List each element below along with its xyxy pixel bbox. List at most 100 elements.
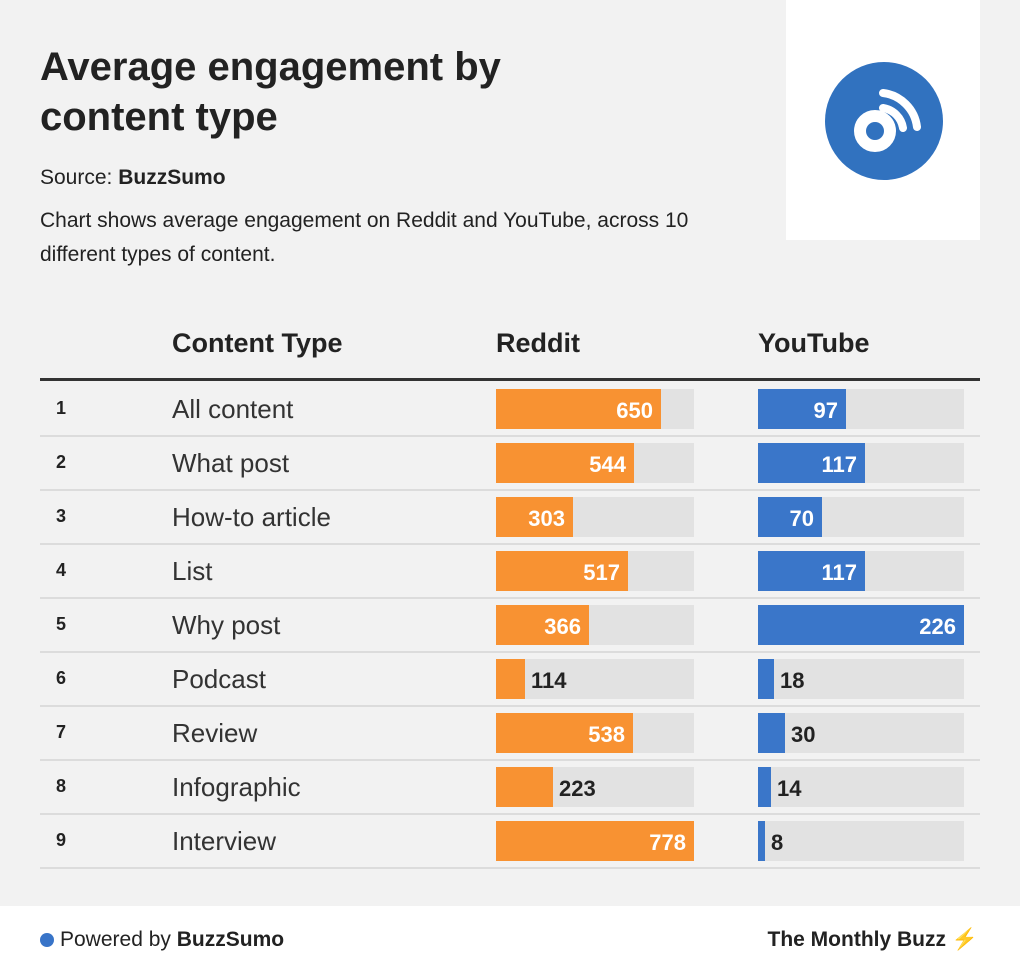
reddit-bar — [496, 389, 661, 429]
logo-box — [786, 0, 980, 240]
youtube-value: 14 — [777, 776, 802, 801]
row-rank: 3 — [56, 506, 67, 526]
reddit-value: 223 — [559, 776, 596, 801]
row-rank: 5 — [56, 614, 67, 634]
reddit-bar — [496, 443, 634, 483]
table-row: 6 Podcast 114 18 — [40, 652, 980, 707]
reddit-value: 517 — [583, 560, 620, 585]
youtube-value: 18 — [780, 668, 805, 693]
youtube-value: 226 — [919, 614, 956, 639]
powered-label: Powered by — [60, 928, 171, 951]
youtube-bar — [758, 713, 785, 753]
header-divider — [40, 378, 980, 381]
reddit-bar-track: 114 — [496, 659, 694, 699]
youtube-bar-track: 14 — [758, 767, 964, 807]
reddit-bar-track: 303 — [496, 497, 694, 537]
youtube-bar-track: 117 — [758, 443, 964, 483]
table-row: 7 Review 538 30 — [40, 706, 980, 761]
powered-by: Powered by BuzzSumo — [40, 928, 284, 952]
row-rank: 7 — [56, 722, 67, 742]
row-content-type: Podcast — [172, 664, 266, 694]
reddit-value: 650 — [616, 398, 653, 423]
youtube-bar — [758, 821, 765, 861]
reddit-bar-track: 366 — [496, 605, 694, 645]
row-rank: 4 — [56, 560, 67, 580]
source-line: Source: BuzzSumo — [40, 166, 226, 190]
youtube-bar-track: 97 — [758, 389, 964, 429]
reddit-bar-track: 538 — [496, 713, 694, 753]
reddit-value: 538 — [588, 722, 625, 747]
col-header-content-type: Content Type — [172, 328, 343, 358]
footer: Powered by BuzzSumo The Monthly Buzz ⚡ — [0, 906, 1020, 974]
chart-description: Chart shows average engagement on Reddit… — [40, 209, 689, 266]
reddit-bar-track: 223 — [496, 767, 694, 807]
reddit-value: 544 — [589, 452, 626, 477]
table-row: 8 Infographic 223 14 — [40, 760, 980, 815]
table-row: 5 Why post 366 226 — [40, 598, 980, 653]
table-row: 2 What post 544 117 — [40, 436, 980, 491]
reddit-value: 303 — [528, 506, 565, 531]
col-header-youtube: YouTube — [758, 328, 870, 358]
reddit-bar-track: 544 — [496, 443, 694, 483]
reddit-bar-track: 778 — [496, 821, 694, 861]
powered-name: BuzzSumo — [176, 928, 285, 951]
table-row: 3 How-to article 303 70 — [40, 490, 980, 545]
chart-title: Average engagement by content type — [40, 45, 501, 139]
youtube-bar — [758, 497, 822, 537]
row-rank: 8 — [56, 776, 67, 796]
row-rank: 2 — [56, 452, 67, 472]
reddit-bar — [496, 497, 573, 537]
youtube-bar — [758, 551, 865, 591]
reddit-bar — [496, 551, 628, 591]
youtube-bar — [758, 767, 771, 807]
youtube-bar-track: 30 — [758, 713, 964, 753]
youtube-value: 8 — [771, 830, 784, 855]
brand-name: The Monthly Buzz — [767, 928, 946, 951]
lightning-icon: ⚡ — [951, 928, 978, 951]
table-row: 1 All content 650 97 — [40, 382, 980, 437]
youtube-bar — [758, 659, 774, 699]
youtube-value: 117 — [821, 560, 858, 585]
youtube-value: 70 — [789, 506, 814, 531]
source-label: Source: — [40, 166, 113, 189]
youtube-value: 117 — [821, 452, 858, 477]
reddit-bar — [496, 767, 553, 807]
reddit-value: 778 — [649, 830, 686, 855]
reddit-bar-track: 650 — [496, 389, 694, 429]
row-rank: 1 — [56, 398, 67, 418]
youtube-bar — [758, 389, 846, 429]
youtube-value: 30 — [791, 722, 816, 747]
row-content-type: Interview — [172, 826, 277, 856]
row-content-type: What post — [172, 448, 290, 478]
youtube-bar — [758, 443, 865, 483]
row-content-type: Infographic — [172, 772, 301, 802]
row-rank: 9 — [56, 830, 67, 850]
reddit-bar — [496, 713, 633, 753]
row-content-type: Review — [172, 718, 258, 748]
youtube-bar-track: 117 — [758, 551, 964, 591]
reddit-bar — [496, 659, 525, 699]
table-row: 9 Interview 778 8 — [40, 814, 980, 869]
row-content-type: All content — [172, 394, 294, 424]
youtube-value: 97 — [813, 398, 838, 423]
reddit-bar-track: 517 — [496, 551, 694, 591]
dot-icon — [40, 933, 54, 947]
reddit-value: 114 — [531, 668, 567, 693]
table-row: 4 List 517 117 — [40, 544, 980, 599]
youtube-bar-track: 70 — [758, 497, 964, 537]
reddit-bar — [496, 605, 589, 645]
youtube-bar-track: 226 — [758, 605, 964, 645]
row-rank: 6 — [56, 668, 67, 688]
podcast-signal-icon — [825, 62, 943, 180]
row-content-type: How-to article — [172, 502, 331, 532]
reddit-value: 366 — [544, 614, 581, 639]
row-content-type: Why post — [172, 610, 281, 640]
reddit-bar — [496, 821, 694, 861]
col-header-reddit: Reddit — [496, 328, 580, 358]
youtube-bar-track: 8 — [758, 821, 964, 861]
row-content-type: List — [172, 556, 213, 586]
brand: The Monthly Buzz ⚡ — [768, 928, 978, 952]
source-name: BuzzSumo — [118, 166, 226, 189]
youtube-bar — [758, 605, 964, 645]
youtube-bar-track: 18 — [758, 659, 964, 699]
